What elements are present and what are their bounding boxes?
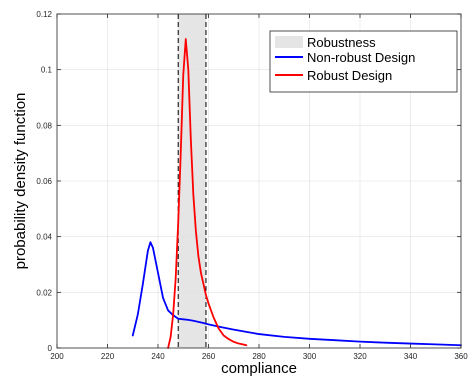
- y-tick-label: 0.06: [36, 177, 52, 186]
- y-tick-label: 0.08: [36, 121, 52, 130]
- y-tick-label: 0.1: [41, 66, 53, 75]
- y-tick-label: 0: [48, 344, 53, 353]
- legend-label-non-robust: Non-robust Design: [307, 50, 415, 65]
- y-tick-label: 0.02: [36, 288, 52, 297]
- x-axis-title: compliance: [221, 360, 297, 377]
- y-tick-label: 0.12: [36, 10, 52, 19]
- y-axis-title: probability density function: [12, 93, 29, 270]
- series-layer: [131, 38, 462, 349]
- x-tick-label: 200: [50, 352, 64, 361]
- x-tick-label: 240: [151, 352, 165, 361]
- x-tick-label: 320: [353, 352, 367, 361]
- x-tick-label: 360: [454, 352, 468, 361]
- x-tick-label: 280: [252, 352, 266, 361]
- legend: Robustness Non-robust Design Robust Desi…: [269, 30, 458, 93]
- x-tick-label: 260: [202, 352, 216, 361]
- series-line-robust: [167, 38, 248, 349]
- legend-swatch-robustness: [275, 36, 303, 48]
- x-tick-label: 340: [404, 352, 418, 361]
- y-tick-label: 0.04: [36, 233, 52, 242]
- legend-label-robust: Robust Design: [307, 68, 392, 83]
- x-tick-label: 220: [101, 352, 115, 361]
- tick-layer: 200 220 240 260 280 300 320 340 360 0 0.02 0.04 0.06…: [36, 10, 468, 361]
- series-line-non-robust: [131, 241, 462, 347]
- x-tick-label: 300: [303, 352, 317, 361]
- legend-label-robustness: Robustness: [307, 35, 376, 50]
